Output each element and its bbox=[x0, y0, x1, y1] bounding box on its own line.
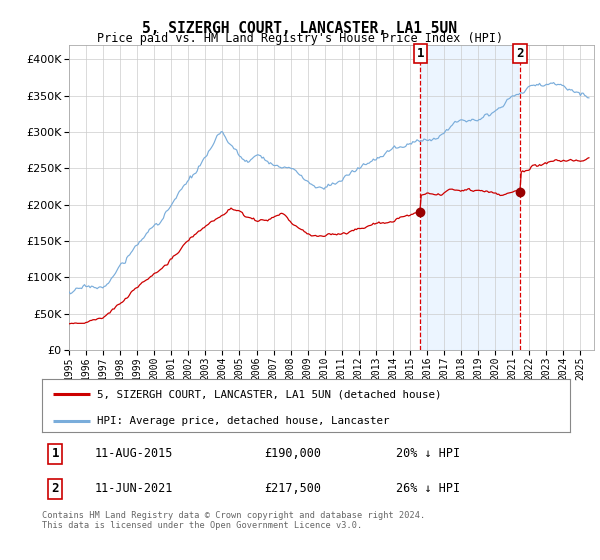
Text: 1: 1 bbox=[417, 47, 424, 60]
Text: 20% ↓ HPI: 20% ↓ HPI bbox=[396, 447, 460, 460]
Text: 5, SIZERGH COURT, LANCASTER, LA1 5UN (detached house): 5, SIZERGH COURT, LANCASTER, LA1 5UN (de… bbox=[97, 389, 442, 399]
Text: 26% ↓ HPI: 26% ↓ HPI bbox=[396, 482, 460, 495]
Text: Contains HM Land Registry data © Crown copyright and database right 2024.
This d: Contains HM Land Registry data © Crown c… bbox=[42, 511, 425, 530]
Text: 2: 2 bbox=[52, 482, 59, 495]
Text: HPI: Average price, detached house, Lancaster: HPI: Average price, detached house, Lanc… bbox=[97, 416, 390, 426]
Text: Price paid vs. HM Land Registry's House Price Index (HPI): Price paid vs. HM Land Registry's House … bbox=[97, 32, 503, 45]
Text: 1: 1 bbox=[52, 447, 59, 460]
Text: 11-AUG-2015: 11-AUG-2015 bbox=[95, 447, 173, 460]
Text: 2: 2 bbox=[516, 47, 523, 60]
Text: £217,500: £217,500 bbox=[264, 482, 321, 495]
Text: £190,000: £190,000 bbox=[264, 447, 321, 460]
Text: 11-JUN-2021: 11-JUN-2021 bbox=[95, 482, 173, 495]
Text: 5, SIZERGH COURT, LANCASTER, LA1 5UN: 5, SIZERGH COURT, LANCASTER, LA1 5UN bbox=[143, 21, 458, 36]
